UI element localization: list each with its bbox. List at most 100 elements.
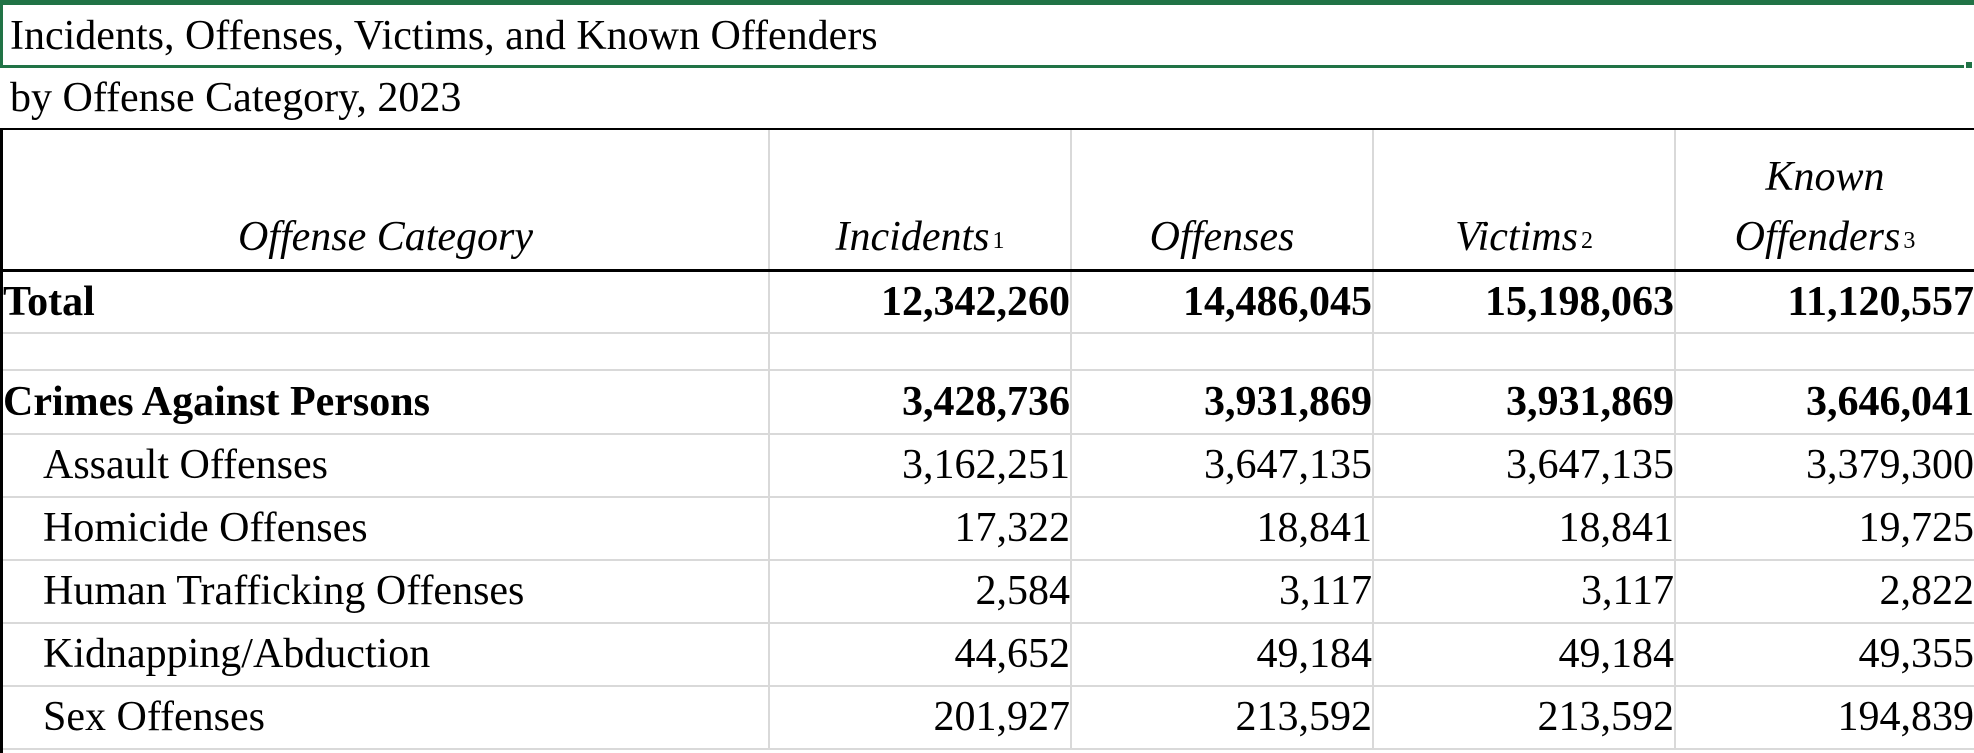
- header-offense-category[interactable]: Offense Category: [3, 130, 770, 272]
- header-victims-label: Victims: [1455, 213, 1578, 260]
- header-offenses-label: Offenses: [1149, 213, 1295, 260]
- row-incidents-cell[interactable]: 2,584: [769, 560, 1072, 624]
- row-offenders: 3,379,300: [1806, 442, 1974, 488]
- table-row-homicide-offenses: Homicide Offenses 17,322 18,841 18,841 1…: [3, 497, 1974, 561]
- spacer-row: [3, 333, 1974, 371]
- row-victims-cell[interactable]: 3,647,135: [1373, 434, 1676, 498]
- row-victims: 3,647,135: [1506, 442, 1674, 488]
- row-offenses-cell[interactable]: 3,647,135: [1071, 434, 1374, 498]
- header-known-offenders-line2-wrap: Offenders 3: [1676, 207, 1974, 267]
- spacer-cell[interactable]: [3, 333, 770, 371]
- group-victims: 3,931,869: [1506, 379, 1674, 425]
- row-offenders: 19,725: [1858, 505, 1974, 551]
- row-offenses: 3,117: [1279, 568, 1372, 614]
- spacer-cell[interactable]: [1071, 333, 1374, 371]
- row-incidents-cell[interactable]: 201,927: [769, 686, 1072, 750]
- header-incidents[interactable]: Incidents 1: [769, 130, 1072, 272]
- row-incidents: 2,584: [975, 568, 1070, 614]
- table-title-cell[interactable]: Incidents, Offenses, Victims, and Known …: [0, 5, 1966, 68]
- table-subtitle-cell[interactable]: by Offense Category, 2023: [0, 68, 1974, 130]
- header-known-offenders[interactable]: Known Offenders 3: [1675, 130, 1974, 272]
- group-incidents-cell[interactable]: 3,428,736: [769, 370, 1072, 435]
- row-label: Human Trafficking Offenses: [43, 568, 525, 614]
- row-offenses: 213,592: [1235, 694, 1372, 740]
- row-offenders: 49,355: [1858, 631, 1974, 677]
- spacer-cell[interactable]: [769, 333, 1072, 371]
- table-row-sex-offenses: Sex Offenses 201,927 213,592 213,592 194…: [3, 686, 1974, 750]
- total-offenses: 14,486,045: [1183, 278, 1372, 325]
- group-label: Crimes Against Persons: [3, 379, 430, 425]
- row-offenders-cell[interactable]: 49,355: [1675, 623, 1974, 687]
- total-offenders-cell[interactable]: 11,120,557: [1675, 270, 1974, 334]
- row-victims: 3,117: [1581, 568, 1674, 614]
- total-incidents: 12,342,260: [881, 278, 1070, 325]
- footnote-marker-offenders: 3: [1903, 227, 1916, 254]
- total-incidents-cell[interactable]: 12,342,260: [769, 270, 1072, 334]
- row-offenders: 194,839: [1837, 694, 1974, 740]
- row-offenders-cell[interactable]: 2,822: [1675, 560, 1974, 624]
- row-offenses-cell[interactable]: 213,592: [1071, 686, 1374, 750]
- table-row-human-trafficking-offenses: Human Trafficking Offenses 2,584 3,117 3…: [3, 560, 1974, 624]
- spacer-cell[interactable]: [1675, 333, 1974, 371]
- table-row-kidnapping-abduction: Kidnapping/Abduction 44,652 49,184 49,18…: [3, 623, 1974, 687]
- row-incidents-cell[interactable]: 44,652: [769, 623, 1072, 687]
- row-label-cell[interactable]: Sex Offenses: [3, 686, 770, 750]
- group-offenses-cell[interactable]: 3,931,869: [1071, 370, 1374, 435]
- row-incidents: 44,652: [954, 631, 1070, 677]
- row-label-cell[interactable]: Homicide Offenses: [3, 497, 770, 561]
- row-label-cell[interactable]: Kidnapping/Abduction: [3, 623, 770, 687]
- row-label: Homicide Offenses: [43, 505, 368, 551]
- row-victims: 18,841: [1558, 505, 1674, 551]
- header-incidents-label: Incidents: [835, 213, 990, 260]
- group-label-cell[interactable]: Crimes Against Persons: [3, 370, 770, 435]
- row-offenses-cell[interactable]: 49,184: [1071, 623, 1374, 687]
- total-victims: 15,198,063: [1485, 278, 1674, 325]
- row-victims: 49,184: [1558, 631, 1674, 677]
- spacer-cell[interactable]: [1373, 333, 1676, 371]
- row-offenses: 3,647,135: [1204, 442, 1372, 488]
- group-victims-cell[interactable]: 3,931,869: [1373, 370, 1676, 435]
- row-incidents-cell[interactable]: 3,162,251: [769, 434, 1072, 498]
- table-left-border: [0, 130, 3, 753]
- row-incidents-cell[interactable]: 17,322: [769, 497, 1072, 561]
- footnote-marker-incidents: 1: [992, 227, 1005, 254]
- footnote-marker-victims: 2: [1580, 227, 1593, 254]
- total-label-cell[interactable]: Total: [3, 270, 770, 334]
- row-offenses: 18,841: [1256, 505, 1372, 551]
- group-row-crimes-against-persons: Crimes Against Persons 3,428,736 3,931,8…: [3, 370, 1974, 435]
- row-label: Assault Offenses: [43, 442, 329, 488]
- row-label: Sex Offenses: [43, 694, 266, 740]
- row-offenses-cell[interactable]: 3,117: [1071, 560, 1374, 624]
- group-offenders: 3,646,041: [1806, 379, 1974, 425]
- header-row: Offense Category Incidents 1 Offenses Vic…: [3, 130, 1974, 272]
- row-offenders-cell[interactable]: 194,839: [1675, 686, 1974, 750]
- row-incidents: 17,322: [954, 505, 1070, 551]
- row-label-cell[interactable]: Human Trafficking Offenses: [3, 560, 770, 624]
- table-title: Incidents, Offenses, Victims, and Known …: [10, 13, 878, 59]
- row-victims: 213,592: [1537, 694, 1674, 740]
- row-offenders-cell[interactable]: 3,379,300: [1675, 434, 1974, 498]
- offense-table: Offense Category Incidents 1 Offenses Vic…: [3, 130, 1974, 750]
- row-label: Kidnapping/Abduction: [43, 631, 431, 677]
- table-subtitle: by Offense Category, 2023: [10, 75, 462, 121]
- active-cell-top-border: [0, 0, 1974, 5]
- row-label-cell[interactable]: Assault Offenses: [3, 434, 770, 498]
- group-offenders-cell[interactable]: 3,646,041: [1675, 370, 1974, 435]
- total-victims-cell[interactable]: 15,198,063: [1373, 270, 1676, 334]
- total-label: Total: [3, 278, 95, 325]
- header-victims[interactable]: Victims 2: [1373, 130, 1676, 272]
- fill-handle[interactable]: [1964, 60, 1974, 70]
- row-victims-cell[interactable]: 3,117: [1373, 560, 1676, 624]
- header-known-offenders-line2: Offenders: [1734, 213, 1901, 260]
- table-row-assault-offenses: Assault Offenses 3,162,251 3,647,135 3,6…: [3, 434, 1974, 498]
- row-incidents: 201,927: [933, 694, 1070, 740]
- total-offenses-cell[interactable]: 14,486,045: [1071, 270, 1374, 334]
- header-offenses[interactable]: Offenses: [1071, 130, 1374, 272]
- row-victims-cell[interactable]: 213,592: [1373, 686, 1676, 750]
- row-offenses-cell[interactable]: 18,841: [1071, 497, 1374, 561]
- header-offense-category-label: Offense Category: [237, 213, 534, 260]
- row-victims-cell[interactable]: 49,184: [1373, 623, 1676, 687]
- row-victims-cell[interactable]: 18,841: [1373, 497, 1676, 561]
- row-offenders-cell[interactable]: 19,725: [1675, 497, 1974, 561]
